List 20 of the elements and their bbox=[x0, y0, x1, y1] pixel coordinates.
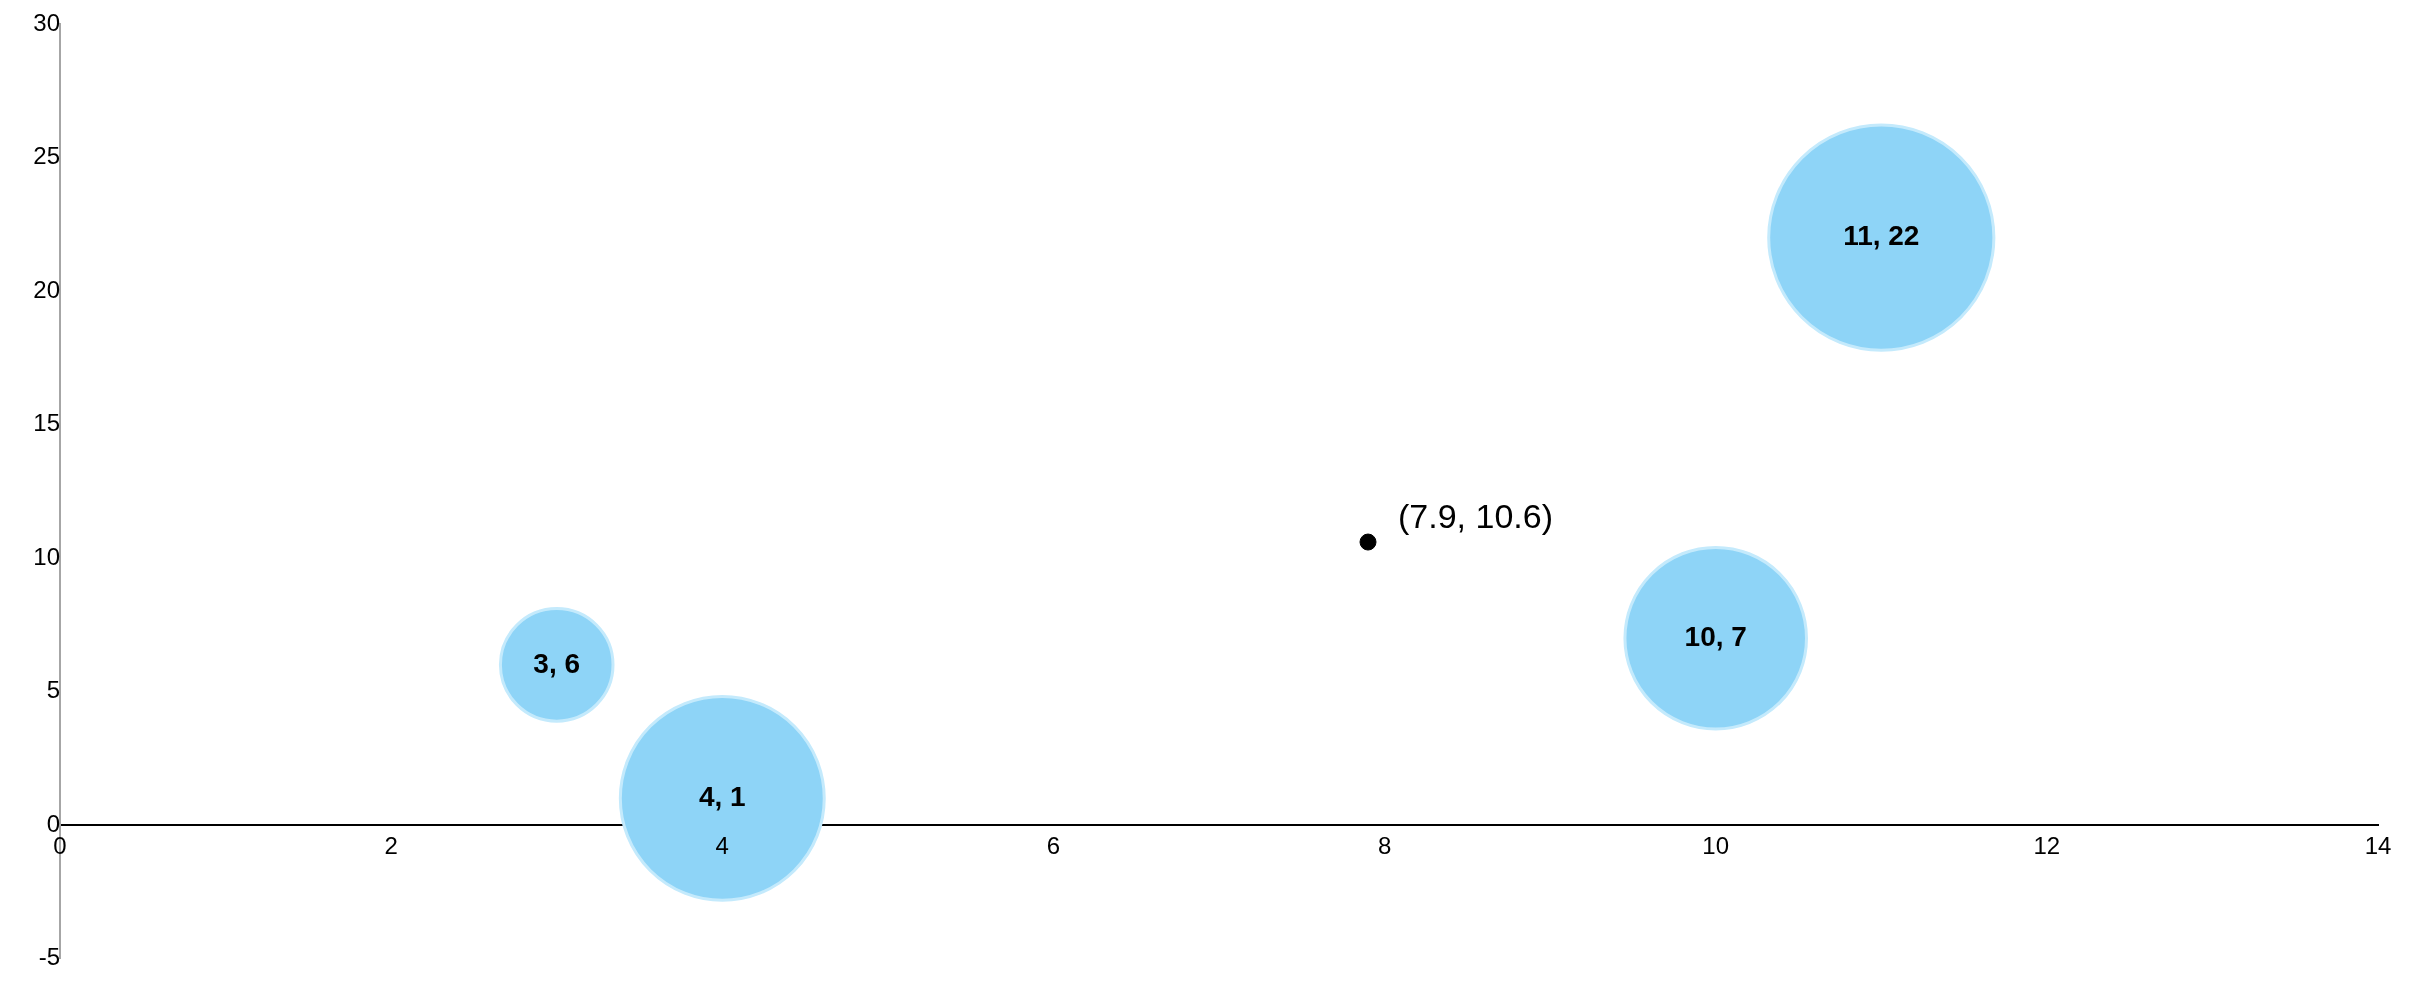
x-tick-label: 10 bbox=[1702, 832, 1730, 860]
y-tick-label: 30 bbox=[33, 8, 60, 36]
y-tick-label: -5 bbox=[38, 943, 60, 971]
y-tick-label: 5 bbox=[46, 676, 60, 704]
data-label: 3, 6 bbox=[533, 647, 581, 679]
x-tick-label: 8 bbox=[1377, 832, 1392, 860]
x-tick-label: 4 bbox=[715, 832, 729, 860]
y-tick-label: 15 bbox=[33, 409, 60, 437]
annotation: (7.9, 10.6) bbox=[1398, 497, 1553, 536]
y-tick-label: 25 bbox=[33, 142, 60, 170]
data-label: 4, 1 bbox=[698, 781, 746, 813]
data-label: 10, 7 bbox=[1684, 620, 1747, 652]
y-tick-label: 0 bbox=[46, 809, 60, 837]
x-tick-label: 6 bbox=[1046, 832, 1061, 860]
x-tick-label: 2 bbox=[384, 832, 398, 860]
x-tick-label: 14 bbox=[2364, 832, 2392, 860]
x-tick-label: 12 bbox=[2033, 832, 2061, 860]
y-tick-label: 20 bbox=[33, 275, 60, 303]
data-label: 11, 22 bbox=[1843, 220, 1920, 252]
y-tick-label: 10 bbox=[33, 542, 60, 570]
